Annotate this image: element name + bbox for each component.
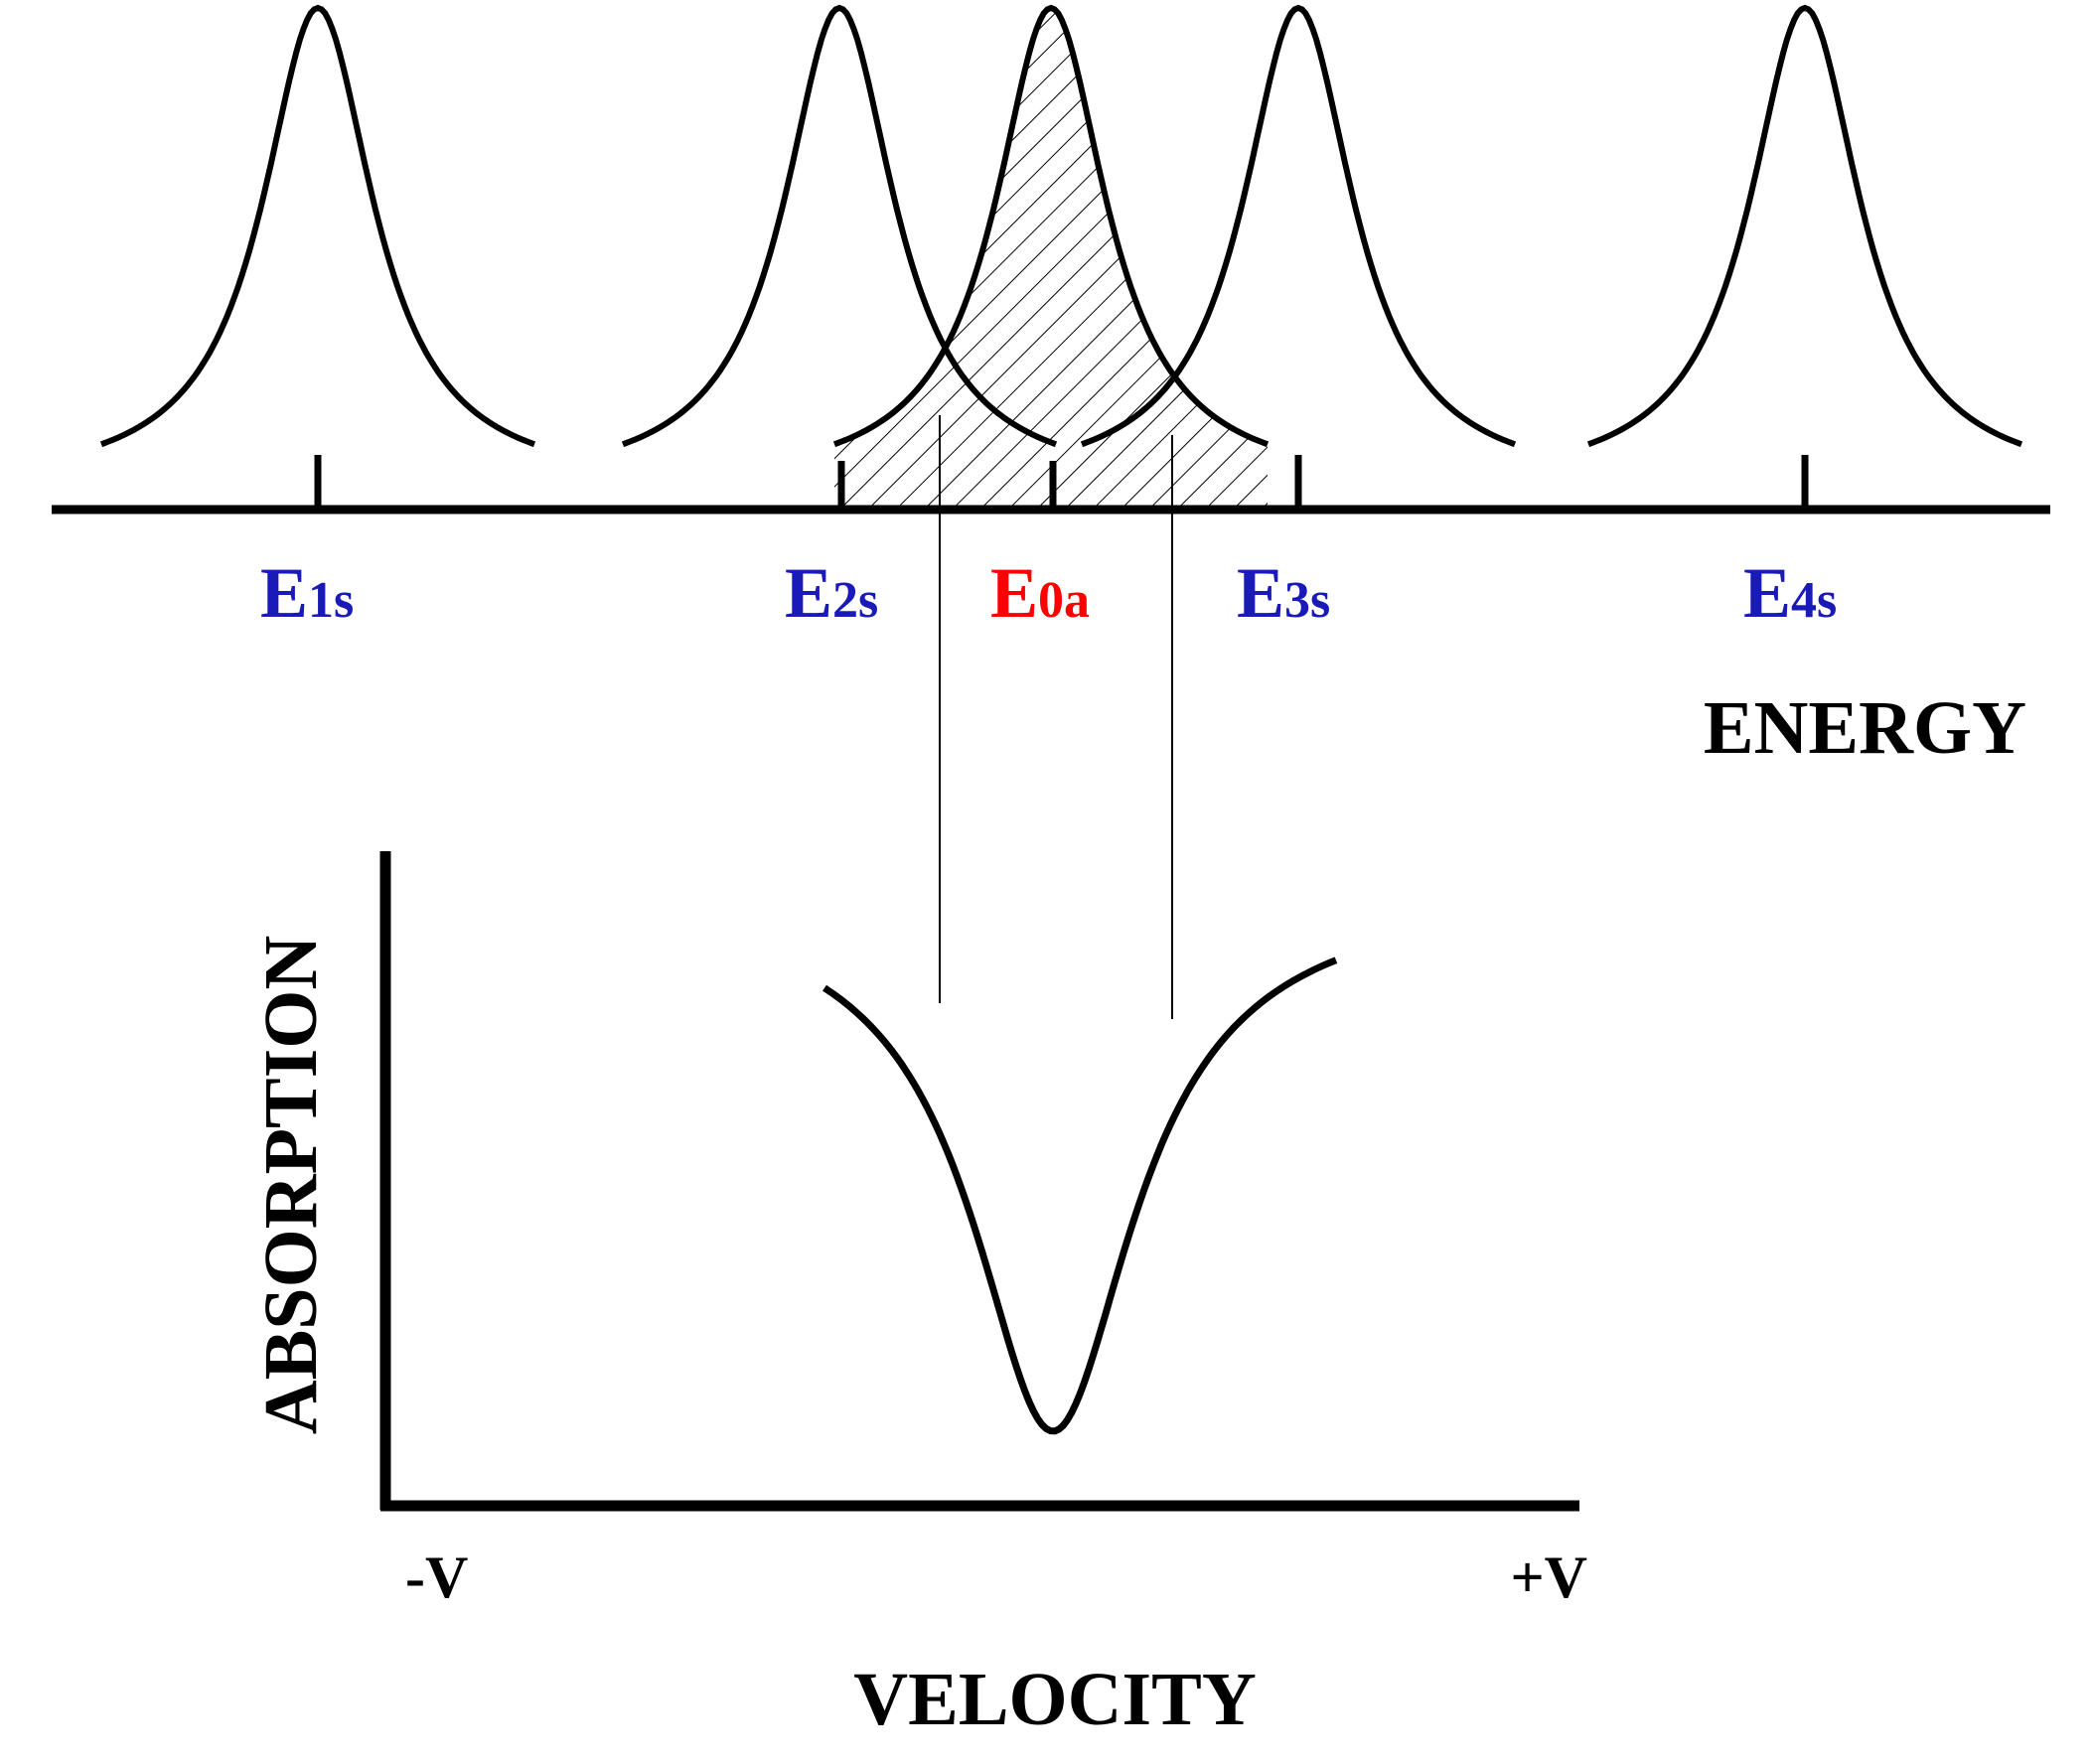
label-e4s: E4s <box>1743 553 1837 633</box>
velocity-min-label: -V <box>405 1544 468 1610</box>
label-e2s: E2s <box>785 553 878 633</box>
source-line-e1s <box>99 4 536 448</box>
velocity-axis-label: VELOCITY <box>853 1658 1256 1741</box>
label-e0a: E0a <box>990 553 1090 633</box>
velocity-max-label: +V <box>1510 1544 1587 1610</box>
absorption-axis-label: ABSORPTION <box>249 936 333 1435</box>
label-e1s: E1s <box>260 553 354 633</box>
energy-axis-label: ENERGY <box>1704 686 2026 770</box>
source-line-e2s <box>621 4 1058 448</box>
source-line-e4s <box>1586 4 2023 448</box>
absorber-line-hatched-area <box>834 8 1268 510</box>
absorber-line-e0a <box>832 4 1270 448</box>
absorption-dip-curve <box>823 956 1338 1435</box>
label-e3s: E3s <box>1237 553 1330 633</box>
source-line-e3s <box>1080 4 1517 448</box>
